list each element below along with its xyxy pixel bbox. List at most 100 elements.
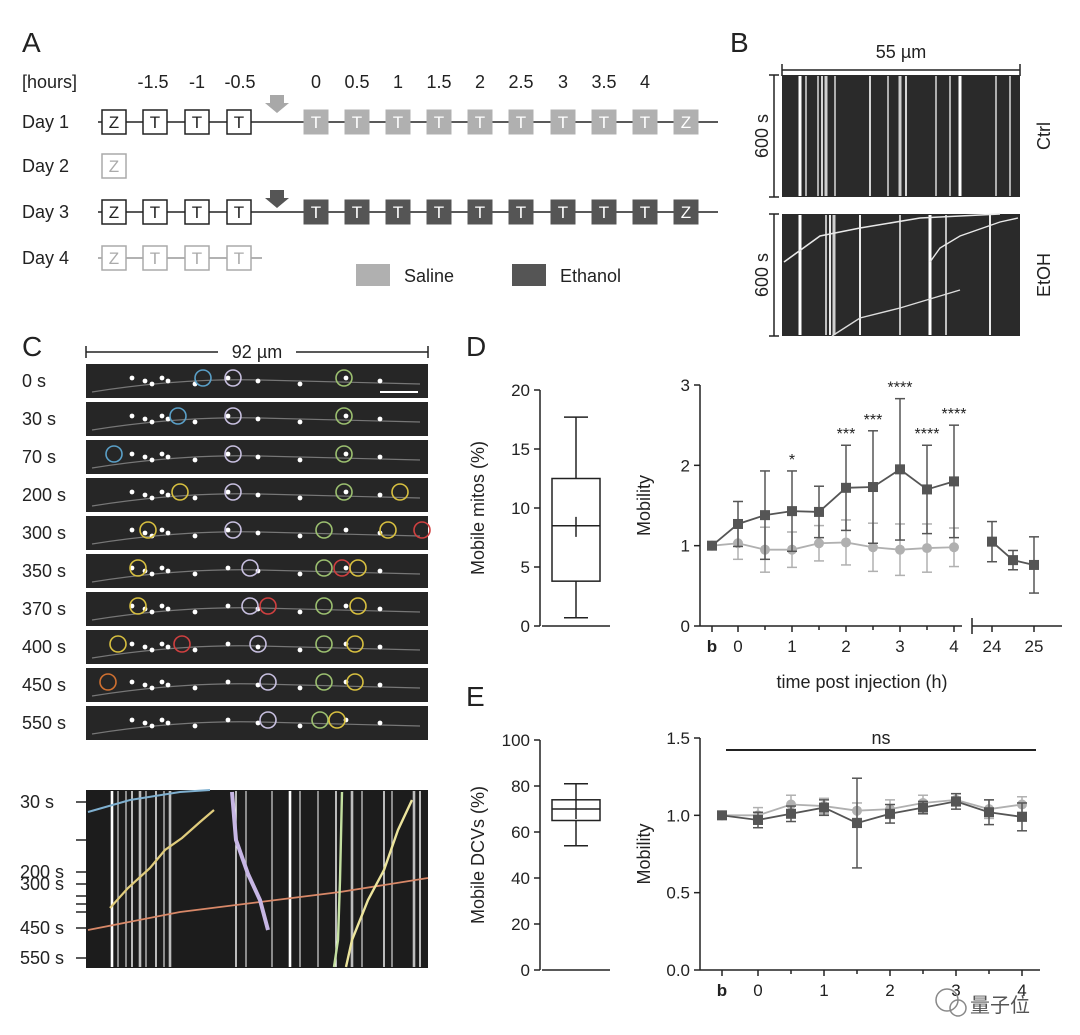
mito-spot xyxy=(165,682,171,688)
protocol-box xyxy=(101,245,127,271)
mito-spot xyxy=(377,644,383,650)
mito-spot xyxy=(225,641,231,647)
y-axis-label: Mobility xyxy=(634,475,654,536)
data-point-square xyxy=(895,464,905,475)
mito-spot xyxy=(377,606,383,612)
x-tick-label: 25 xyxy=(1025,637,1044,656)
data-point-square xyxy=(885,808,895,819)
mito-spot xyxy=(165,568,171,574)
kymograph-etoh-tracks xyxy=(783,213,1019,337)
condition-label-etoh: EtOH xyxy=(1034,253,1054,297)
protocol-box-label: T xyxy=(558,113,568,132)
protocol-box xyxy=(467,199,493,225)
kymograph-c xyxy=(86,790,428,968)
data-point-circle xyxy=(949,542,959,553)
tracked-particle-marker xyxy=(335,483,353,501)
mito-spot xyxy=(225,717,231,723)
mito-spot xyxy=(165,606,171,612)
time-label: 1 xyxy=(393,72,403,92)
frame-time-label: 70 s xyxy=(22,447,56,467)
significance-marker: **** xyxy=(888,380,913,397)
kymo-track-lavender xyxy=(230,791,270,931)
protocol-box xyxy=(101,153,127,179)
series-line xyxy=(711,468,955,547)
protocol-box xyxy=(101,199,127,225)
legend-label-saline: Saline xyxy=(404,266,454,286)
tracked-particle-marker xyxy=(129,597,147,615)
y-tick-label: 80 xyxy=(511,777,530,796)
y-tick-label: 1.5 xyxy=(666,729,690,748)
series-line xyxy=(722,798,1023,817)
mito-spot xyxy=(129,375,135,381)
kymo-moving-track xyxy=(929,217,1019,263)
mito-spot xyxy=(225,489,231,495)
mito-spot xyxy=(297,419,303,425)
y-tick-label: 15 xyxy=(511,440,530,459)
mito-spot xyxy=(343,489,349,495)
x-tick-label: 2 xyxy=(841,637,850,656)
mito-spot xyxy=(192,571,198,577)
legend-swatch-ethanol xyxy=(512,264,546,286)
series-line xyxy=(721,800,1023,825)
protocol-box-label: T xyxy=(434,113,444,132)
mito-spot xyxy=(343,375,349,381)
frame-time-label: 0 s xyxy=(22,371,46,391)
kymo-track-blue xyxy=(87,789,211,813)
frame-time-label: 400 s xyxy=(22,637,66,657)
day-label: Day 2 xyxy=(22,156,69,176)
data-point-circle xyxy=(814,538,824,549)
protocol-box xyxy=(591,109,617,135)
kymo-track-yellow-2 xyxy=(344,799,414,968)
significance-marker: *** xyxy=(864,412,883,429)
mito-spot xyxy=(142,682,148,688)
mito-spot xyxy=(255,492,261,498)
data-point-square xyxy=(987,536,997,547)
mito-spot xyxy=(192,723,198,729)
protocol-box-label: Z xyxy=(109,249,119,268)
mito-spot xyxy=(192,495,198,501)
protocol-box-label: T xyxy=(640,203,650,222)
dcv-mobility-chart: 0.0 0.5 1.0 1.5 Mobility b 0 1 2 3 4 ns xyxy=(634,728,1040,1000)
injection-arrow-saline xyxy=(265,95,289,113)
x-tick-label: 0 xyxy=(753,981,762,1000)
panel-letter-c: C xyxy=(22,331,42,362)
x-tick-label: 3 xyxy=(951,981,960,1000)
time-labels: -1.5 -1 -0.5 0 0.5 1 1.5 2 2.5 3 3.5 4 xyxy=(137,72,650,92)
protocol-box xyxy=(550,199,576,225)
mito-spot xyxy=(255,720,261,726)
protocol-box-label: T xyxy=(516,203,526,222)
tracked-particle-marker xyxy=(349,597,367,615)
data-point-square xyxy=(984,807,994,818)
tracked-particle-marker xyxy=(249,635,267,653)
data-point-square xyxy=(819,802,829,813)
tracked-particle-marker xyxy=(224,521,242,539)
protocol-box-label: T xyxy=(558,203,568,222)
mito-spot xyxy=(297,533,303,539)
protocol-box xyxy=(632,199,658,225)
time-label-etoh: 600 s xyxy=(752,253,772,297)
data-point-circle xyxy=(786,799,796,810)
mito-spot xyxy=(225,679,231,685)
mito-spot xyxy=(225,527,231,533)
y-tick-label: 0.0 xyxy=(666,961,690,980)
x-tick-label: 4 xyxy=(949,637,958,656)
data-point-square xyxy=(868,482,878,493)
kymo-track-green xyxy=(332,791,344,968)
data-point-circle xyxy=(841,537,851,548)
y-tick-label: 0 xyxy=(521,961,530,980)
protocol-box xyxy=(142,199,168,225)
significance-marker: **** xyxy=(942,406,967,423)
mito-spot xyxy=(297,723,303,729)
protocol-box-label: T xyxy=(192,113,202,132)
mito-spot xyxy=(225,413,231,419)
protocol-box xyxy=(385,109,411,135)
protocol-box-label: T xyxy=(234,249,244,268)
tracked-particle-marker xyxy=(129,559,147,577)
protocol-box-label: T xyxy=(150,113,160,132)
tracked-particle-marker xyxy=(315,673,333,691)
data-point-square xyxy=(1008,555,1018,566)
data-point-square xyxy=(951,796,961,807)
protocol-box xyxy=(632,109,658,135)
protocol-box xyxy=(673,199,699,225)
